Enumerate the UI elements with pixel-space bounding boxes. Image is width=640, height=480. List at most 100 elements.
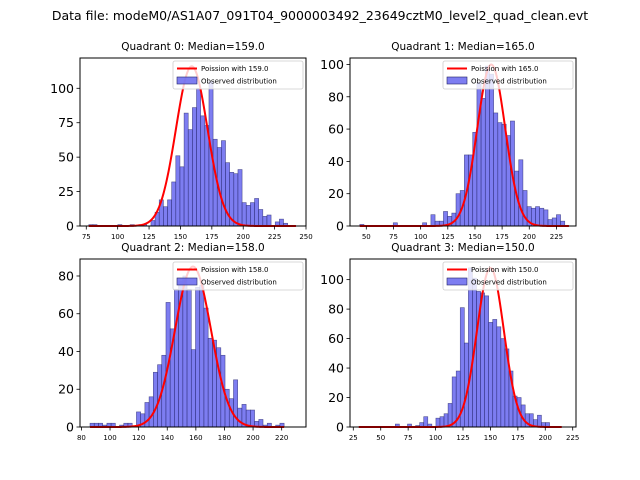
legend-box: [172, 60, 304, 90]
histogram-bar: [199, 285, 205, 428]
histogram-bar: [153, 371, 158, 428]
y-tick-label: 80: [58, 268, 74, 283]
y-tick-label: 50: [58, 150, 74, 165]
y-tick-label: 75: [58, 115, 74, 130]
legend-observed-label: Observed distribution: [471, 78, 547, 86]
histogram-bar: [171, 181, 177, 227]
histogram-bar: [496, 326, 502, 428]
histogram-bar: [148, 396, 154, 428]
x-tick-label: 25: [349, 434, 358, 442]
x-tick-label: 250: [299, 233, 312, 241]
panel-quadrant-0: Quadrant 0: Median=159.0 75 100 125 150 175 20…: [50, 41, 313, 241]
panel-title: Quadrant 1: Median=165.0: [391, 41, 534, 53]
y-tick-label: 20: [58, 382, 74, 397]
histogram-bar: [207, 337, 213, 428]
x-tick-label: 150: [468, 233, 481, 241]
y-tick-label: 100: [50, 81, 74, 96]
legend-poisson-label: Poission with 165.0: [471, 65, 539, 73]
histogram-bar: [163, 206, 168, 227]
histogram-bar: [484, 65, 490, 227]
histogram-bar: [435, 417, 441, 428]
histogram-bar: [233, 173, 239, 227]
y-tick-label: 100: [320, 57, 344, 72]
x-tick-label: 200: [539, 434, 552, 442]
x-tick-label: 80: [77, 434, 86, 442]
x-tick-label: 125: [142, 233, 155, 241]
histogram-bar: [501, 123, 507, 227]
y-tick-label: 80: [328, 302, 344, 317]
x-tick-label: 225: [566, 434, 579, 442]
histogram-bar: [262, 216, 268, 227]
histogram-bar: [221, 140, 226, 227]
y-tick-label: 40: [328, 361, 344, 376]
x-tick-label: 175: [495, 233, 508, 241]
histogram-bar: [167, 199, 172, 227]
histogram-bar: [493, 112, 499, 227]
x-tick-label: 125: [456, 434, 469, 442]
x-tick-label: 75: [82, 233, 91, 241]
x-tick-label: 200: [246, 434, 259, 442]
histogram-bar: [150, 220, 156, 227]
y-tick-label: 0: [336, 420, 344, 435]
legend-observed-swatch: [446, 277, 468, 286]
x-tick-label: 100: [414, 233, 427, 241]
panel-quadrant-3: Quadrant 3: Median=150.0 25 50 75 100 125 150 1…: [320, 242, 579, 442]
histogram-bar: [237, 407, 243, 428]
x-tick-label: 225: [268, 233, 281, 241]
histogram-bar: [451, 376, 457, 428]
panel-quadrant-1: Quadrant 1: Median=165.0 50 75 100 125 150 175…: [320, 41, 577, 241]
x-tick-label: 75: [404, 434, 413, 442]
legend-box: [442, 60, 574, 90]
histogram-bar: [556, 214, 561, 227]
histogram-bar: [468, 267, 473, 428]
y-tick-label: 25: [58, 184, 74, 199]
axes-frame: [349, 57, 577, 227]
y-tick-label: 0: [66, 219, 74, 234]
axes-frame: [79, 258, 307, 428]
histogram-bar: [237, 169, 243, 227]
x-tick-label: 220: [275, 434, 288, 442]
figure-suptitle: Data file: modeM0/AS1A07_091T04_90000034…: [52, 8, 588, 23]
y-tick-label: 60: [328, 122, 344, 137]
histogram-bar: [551, 217, 557, 227]
y-tick-label: 80: [328, 89, 344, 104]
y-tick-label: 20: [328, 390, 344, 405]
histogram-bars: [89, 275, 285, 428]
legend-poisson-label: Poission with 159.0: [201, 65, 269, 73]
x-tick-label: 50: [362, 233, 371, 241]
histogram-bar: [489, 73, 494, 227]
histogram-bar: [258, 209, 264, 227]
histogram-bar: [144, 402, 150, 428]
histogram-bar: [518, 159, 524, 227]
histogram-bar: [537, 414, 542, 428]
x-tick-label: 140: [161, 434, 174, 442]
legend: Poission with 158.0 Observed distribution: [172, 261, 304, 291]
histogram-bar: [195, 287, 201, 428]
histogram-bar: [535, 206, 540, 227]
legend-observed-label: Observed distribution: [201, 279, 277, 287]
histogram-bar: [245, 205, 251, 227]
y-tick-label: 0: [336, 219, 344, 234]
legend-box: [172, 261, 304, 291]
x-tick-label: 75: [389, 233, 398, 241]
histogram-bar: [423, 416, 429, 428]
x-tick-label: 150: [174, 233, 187, 241]
histogram-bar: [455, 193, 461, 227]
legend: Poission with 159.0 Observed distribution: [172, 60, 304, 90]
histogram-bar: [500, 338, 506, 428]
panel-title: Quadrant 2: Median=158.0: [121, 242, 264, 254]
x-tick-label: 175: [205, 233, 218, 241]
histogram-bar: [241, 202, 247, 227]
y-tick-label: 40: [58, 344, 74, 359]
histogram-bar: [250, 202, 255, 227]
histogram-bar: [443, 211, 448, 227]
x-tick-label: 125: [441, 233, 454, 241]
histogram-bar: [539, 207, 545, 227]
histogram-bar: [186, 288, 192, 428]
histogram-bar: [266, 214, 272, 227]
y-tick-label: 100: [320, 272, 344, 287]
axes-frame: [79, 57, 307, 227]
histogram-bar: [200, 115, 206, 227]
histogram-bar: [183, 112, 189, 227]
